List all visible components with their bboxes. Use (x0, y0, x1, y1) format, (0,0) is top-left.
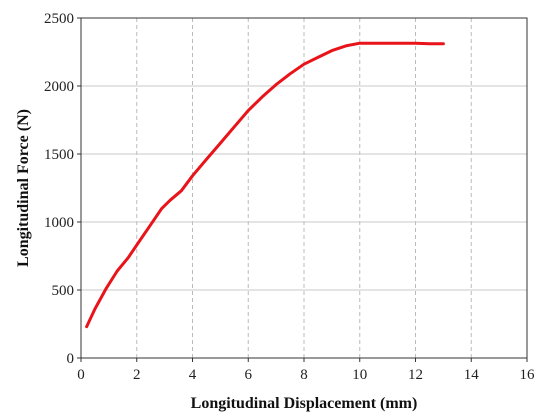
y-tick-label: 1500 (44, 147, 74, 163)
grid-lines (81, 18, 527, 358)
y-tick-label: 0 (67, 351, 75, 367)
x-tick-label: 8 (300, 367, 308, 383)
series-line-0 (85, 41, 445, 329)
axis-ticks: 0 2 4 6 8 10 12 14 16 0 500 1000 1500 2000 2500 (44, 11, 535, 383)
x-tick-label: 4 (189, 367, 197, 383)
x-tick-label: 16 (520, 367, 536, 383)
data-series (85, 41, 445, 329)
x-tick-label: 0 (77, 367, 85, 383)
y-tick-label: 2500 (44, 11, 74, 27)
y-tick-label: 2000 (44, 79, 74, 95)
x-axis-label: Longitudinal Displacement (mm) (191, 395, 418, 412)
x-tick-label: 2 (133, 367, 141, 383)
x-tick-label: 12 (408, 367, 423, 383)
y-tick-label: 500 (52, 283, 75, 299)
x-tick-label: 10 (352, 367, 367, 383)
y-tick-label: 1000 (44, 215, 74, 231)
x-tick-label: 6 (245, 367, 253, 383)
x-tick-label: 14 (464, 367, 480, 383)
y-axis-label: Longitudinal Force (N) (15, 109, 32, 267)
